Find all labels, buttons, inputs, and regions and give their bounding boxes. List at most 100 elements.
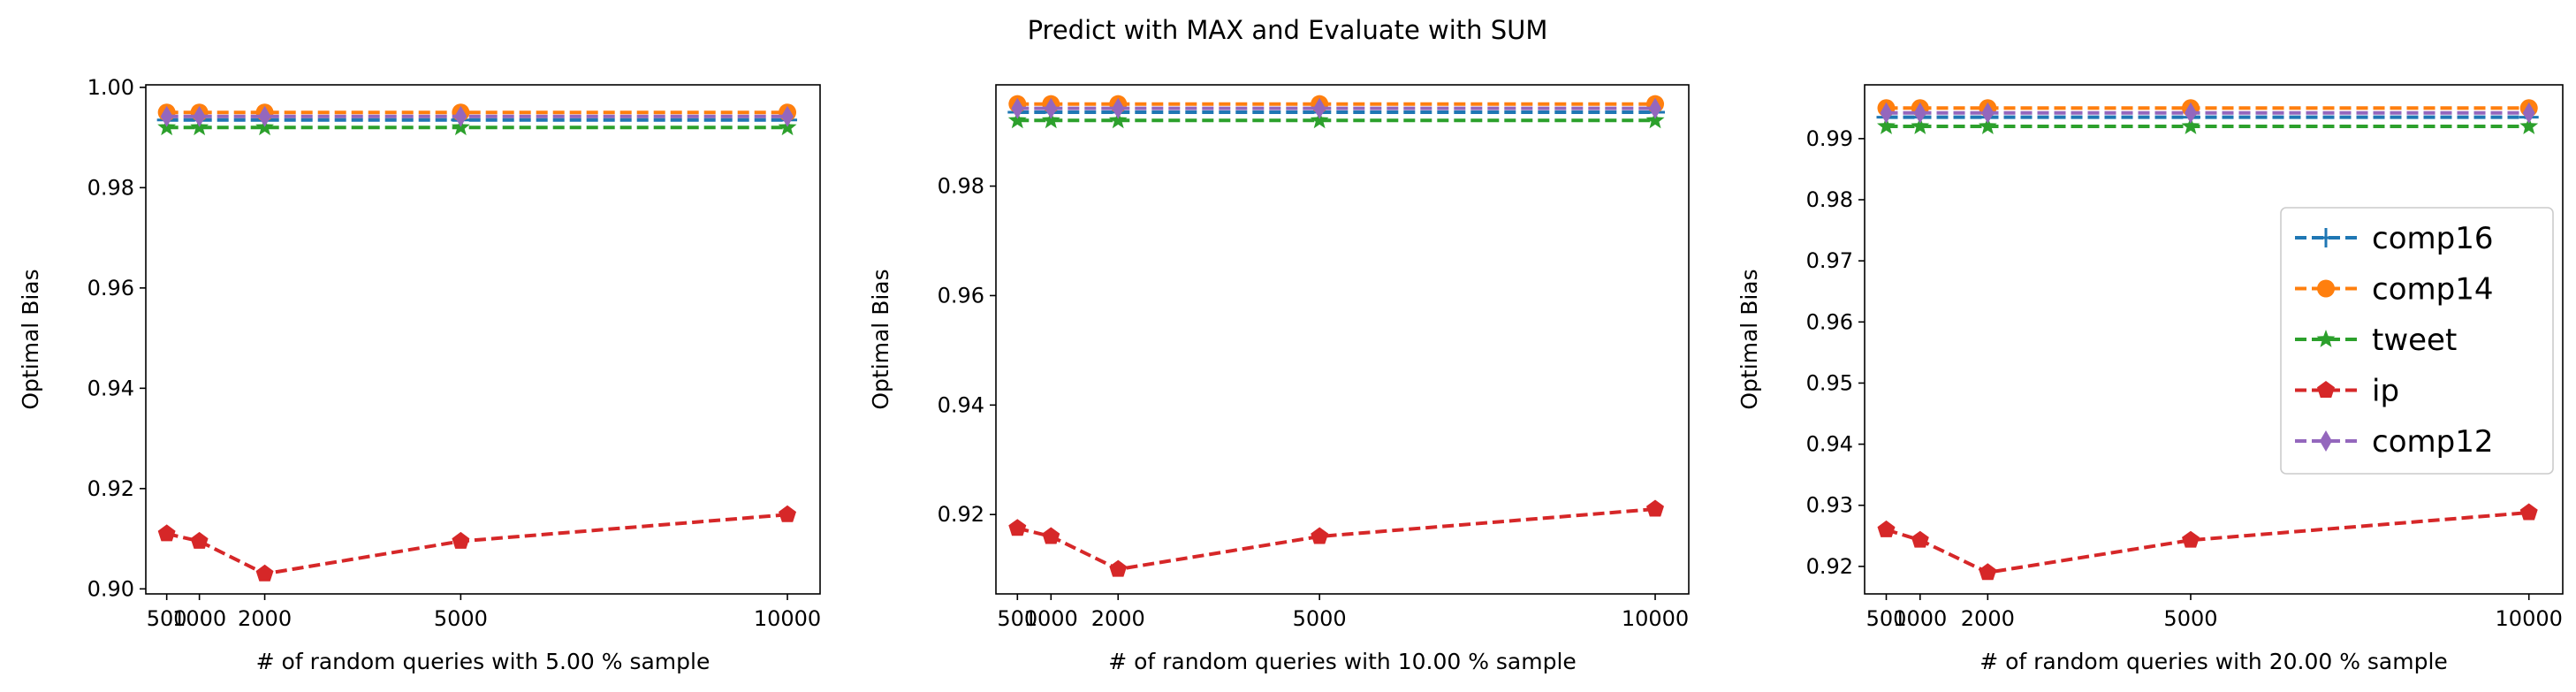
- legend-entry-tweet: tweet: [2295, 323, 2457, 358]
- data-point-comp12: [258, 105, 271, 127]
- series-ip: [1008, 499, 1664, 577]
- data-point-comp12: [1649, 97, 1662, 119]
- x-tick-label: 2000: [1961, 606, 2015, 631]
- plot-frame: [145, 84, 821, 595]
- data-point-ip: [1877, 520, 1896, 537]
- y-tick-label: 0.90: [87, 576, 134, 601]
- plot-frame: [1864, 84, 2564, 595]
- legend-entry-comp12: comp12: [2295, 424, 2493, 460]
- series-comp14: [1008, 95, 1665, 113]
- data-point-tweet: [1108, 110, 1128, 129]
- series-comp12: [1011, 97, 1662, 119]
- data-point-tweet: [1911, 117, 1930, 134]
- data-point-comp12: [1880, 102, 1893, 124]
- data-point-ip: [2519, 503, 2538, 521]
- data-point-ip: [1042, 527, 1060, 544]
- y-tick-label: 0.98: [87, 175, 134, 200]
- legend-label-ip: ip: [2372, 374, 2399, 409]
- data-point-ip: [1911, 530, 1929, 548]
- x-axis-label: # of random queries with 5.00 % sample: [256, 649, 710, 674]
- y-tick-label: 0.94: [938, 392, 984, 417]
- y-tick-label: 0.96: [938, 283, 984, 308]
- series-line-ip: [1885, 511, 2529, 574]
- data-point-ip: [1646, 499, 1664, 517]
- legend-swatch-marker: [2316, 228, 2336, 247]
- data-point-ip: [157, 524, 176, 542]
- data-point-comp12: [1045, 97, 1058, 119]
- x-axis-label: # of random queries with 20.00 % sample: [1979, 649, 2448, 674]
- x-tick-label: 5000: [434, 606, 488, 631]
- x-axis-label: # of random queries with 10.00 % sample: [1108, 649, 1577, 674]
- data-point-tweet: [1007, 110, 1027, 129]
- x-tick-label: 5000: [1293, 606, 1347, 631]
- y-tick-label: 0.96: [1806, 309, 1853, 334]
- legend-label-comp14: comp14: [2372, 272, 2493, 308]
- y-tick-label: 0.95: [1806, 370, 1853, 395]
- y-tick-label: 0.92: [1806, 554, 1853, 579]
- x-tick-label: 1000: [172, 606, 226, 631]
- y-axis-label: Optimal Bias: [18, 269, 43, 409]
- data-point-comp12: [1011, 97, 1024, 119]
- x-tick-label: 2000: [1091, 606, 1145, 631]
- series-comp12: [1880, 102, 2535, 124]
- data-point-tweet: [1310, 110, 1329, 129]
- legend-label-comp16: comp16: [2372, 221, 2493, 256]
- data-point-ip: [1311, 527, 1329, 544]
- data-point-ip: [1979, 563, 1997, 581]
- y-tick-label: 0.96: [87, 276, 134, 300]
- x-tick-label: 500: [1866, 606, 1907, 631]
- y-tick-label: 0.94: [87, 376, 134, 400]
- data-point-comp12: [454, 105, 467, 127]
- series-comp12: [160, 105, 794, 127]
- series-line-ip: [1016, 507, 1656, 572]
- y-tick-label: 0.92: [87, 476, 134, 501]
- y-tick-label: 0.98: [1806, 187, 1853, 212]
- data-point-comp12: [2522, 102, 2535, 124]
- legend-label-comp12: comp12: [2372, 424, 2493, 460]
- data-point-comp12: [160, 105, 173, 127]
- series-line-ip: [166, 513, 788, 576]
- data-point-ip: [779, 505, 796, 522]
- data-point-comp12: [1112, 97, 1125, 119]
- legend: comp16 comp14 tweet ip comp12: [2280, 207, 2554, 475]
- y-tick-label: 0.98: [938, 174, 984, 199]
- data-point-ip: [1008, 519, 1027, 536]
- x-tick-label: 10000: [754, 606, 821, 631]
- data-point-comp12: [1313, 97, 1326, 119]
- y-tick-label: 0.97: [1806, 248, 1853, 273]
- data-point-ip: [452, 531, 470, 549]
- x-tick-label: 1000: [1893, 606, 1947, 631]
- plot-frame: [995, 84, 1690, 595]
- legend-label-tweet: tweet: [2372, 323, 2457, 358]
- y-tick-label: 0.93: [1806, 493, 1853, 518]
- data-point-tweet: [2519, 117, 2539, 134]
- legend-entry-comp14: comp14: [2295, 272, 2493, 308]
- data-point-comp12: [781, 105, 794, 127]
- legend-swatch-marker: [2317, 279, 2335, 298]
- legend-swatch-marker: [2320, 430, 2332, 452]
- data-point-tweet: [1041, 110, 1060, 129]
- legend-entry-ip: ip: [2295, 374, 2399, 409]
- series-ip: [1877, 503, 2538, 581]
- series-ip: [157, 505, 796, 582]
- series-tweet: [1877, 117, 2539, 134]
- x-tick-label: 10000: [1622, 606, 1689, 631]
- legend-box: [2280, 207, 2554, 475]
- x-tick-label: 2000: [238, 606, 292, 631]
- data-point-ip: [255, 564, 274, 582]
- data-point-ip: [1109, 559, 1128, 577]
- data-point-tweet: [2181, 117, 2200, 134]
- y-tick-label: 1.00: [87, 75, 134, 100]
- y-tick-label: 0.99: [1806, 126, 1853, 151]
- data-point-comp12: [1913, 102, 1926, 124]
- x-tick-label: 10000: [2496, 606, 2563, 631]
- legend-swatch-marker: [2317, 381, 2335, 398]
- data-point-comp12: [193, 105, 206, 127]
- data-point-ip: [190, 531, 209, 549]
